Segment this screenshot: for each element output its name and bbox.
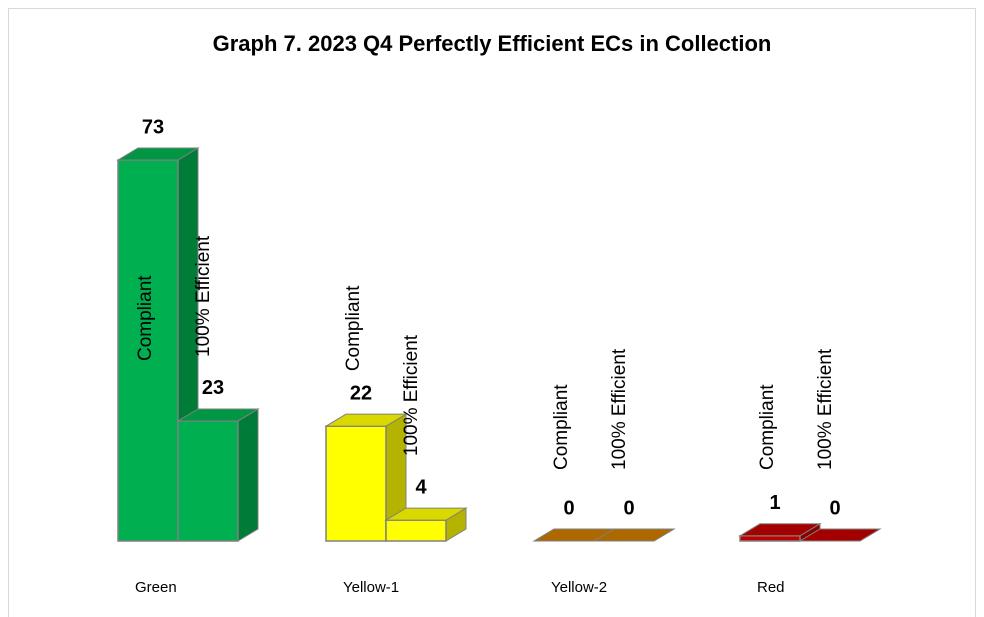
data-label: 0 [829,497,840,519]
data-label: 4 [415,476,427,498]
series-label: 100% Efficient [401,334,422,456]
x-tick-label: Yellow-2 [551,579,607,596]
data-label: 22 [350,382,372,404]
bar [325,425,387,542]
bar-top [116,147,200,161]
x-tick-label: Green [135,579,177,596]
bar [385,519,447,542]
data-label: 23 [202,377,224,399]
bar [177,420,239,542]
x-tick-label: Red [757,579,785,596]
bar-top [592,528,676,542]
data-label: 0 [563,497,574,519]
bar [117,159,179,542]
series-label: Compliant [757,384,778,470]
series-label: Compliant [343,285,364,371]
data-label: 73 [142,116,164,138]
series-label: Compliant [135,275,156,361]
bar-side [237,408,259,542]
bar-top [798,528,882,542]
chart-title: Graph 7. 2023 Q4 Perfectly Efficient ECs… [213,31,772,56]
bar [739,535,801,542]
data-label: 0 [623,497,634,519]
bar-top [176,408,260,422]
chart-frame [8,8,976,617]
data-label: 1 [769,492,780,514]
bar-top [324,413,408,427]
bar-top [738,523,822,537]
series-label: Compliant [551,384,572,470]
series-label: 100% Efficient [193,235,214,357]
bar-top [384,507,468,521]
series-label: 100% Efficient [609,348,630,470]
series-label: 100% Efficient [815,348,836,470]
x-tick-label: Yellow-1 [343,579,399,596]
